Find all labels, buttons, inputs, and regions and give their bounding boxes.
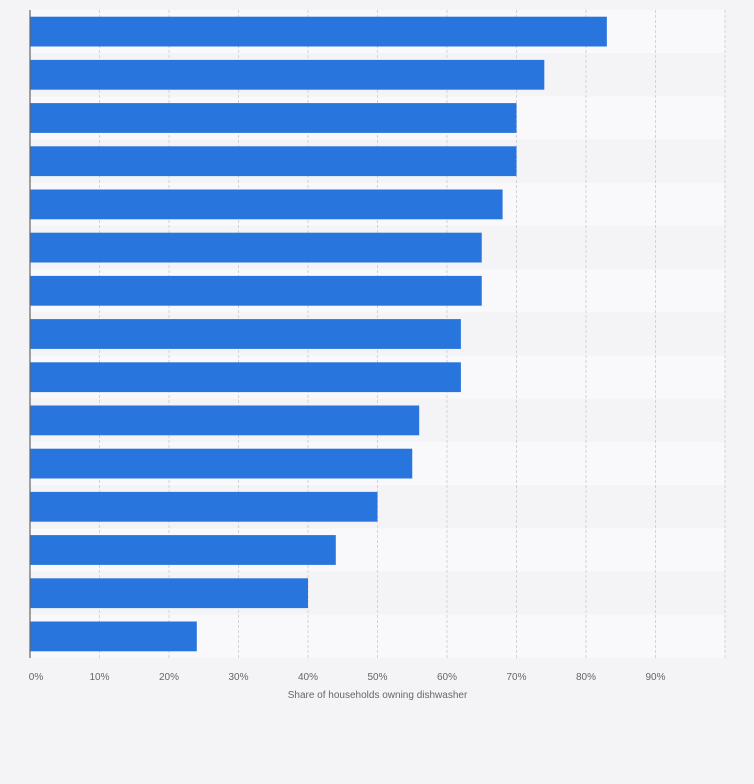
bar[interactable] bbox=[30, 59, 545, 90]
x-tick-label: 80% bbox=[576, 672, 596, 683]
bar[interactable] bbox=[30, 448, 413, 479]
x-tick-label: 10% bbox=[89, 672, 109, 683]
bar[interactable] bbox=[30, 16, 607, 47]
bar[interactable] bbox=[30, 578, 308, 609]
x-tick-label: 70% bbox=[506, 672, 526, 683]
x-tick-label: 20% bbox=[159, 672, 179, 683]
bar[interactable] bbox=[30, 189, 503, 220]
x-tick-label: 90% bbox=[645, 672, 665, 683]
x-tick-labels: 0% 10% 20% 30% 40% 50% 60% 70% 80% 90% bbox=[29, 672, 666, 683]
x-tick-label: 50% bbox=[367, 672, 387, 683]
bars-group bbox=[30, 16, 607, 652]
bar[interactable] bbox=[30, 405, 420, 436]
bar[interactable] bbox=[30, 362, 461, 393]
bar[interactable] bbox=[30, 491, 378, 522]
bar[interactable] bbox=[30, 232, 482, 263]
bar[interactable] bbox=[30, 146, 517, 177]
bar[interactable] bbox=[30, 535, 336, 565]
x-tick-label: 0% bbox=[29, 672, 44, 683]
x-tick-label: 40% bbox=[298, 672, 318, 683]
bar[interactable] bbox=[30, 319, 461, 349]
x-axis-label: Share of households owning dishwasher bbox=[288, 690, 468, 701]
bar[interactable] bbox=[30, 275, 482, 306]
x-tick-label: 60% bbox=[437, 672, 457, 683]
bar[interactable] bbox=[30, 621, 197, 652]
bar[interactable] bbox=[30, 103, 517, 133]
x-tick-label: 30% bbox=[228, 672, 248, 683]
